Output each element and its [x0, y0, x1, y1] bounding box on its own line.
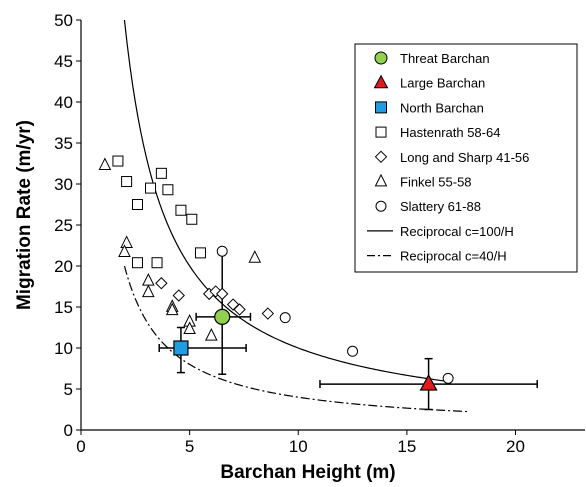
data-point: [183, 321, 196, 335]
point-layer: [98, 155, 454, 391]
curve-reciprocal-c-40-h: [123, 265, 468, 413]
data-point: [118, 244, 131, 257]
legend-label: Finkel 55-58: [400, 175, 472, 190]
legend-box: [354, 43, 578, 273]
data-point: [175, 204, 187, 216]
x-tick-label: 5: [185, 437, 194, 456]
axes: 0 5 10 15 20 0 5 10 15 20 25 30 35 40 45 50 Barchan Heig…: [14, 11, 585, 483]
legend-marker: [375, 101, 387, 114]
curve-layer: [123, 19, 468, 413]
legend-label: Threat Barchan: [400, 51, 490, 66]
data-point: [145, 182, 157, 194]
data-point: [162, 184, 174, 196]
data-point: [214, 308, 231, 325]
data-point: [186, 213, 198, 225]
data-point: [248, 250, 262, 263]
data-point: [442, 372, 454, 384]
y-tick-label: 35: [54, 134, 73, 153]
legend-marker: [374, 150, 388, 164]
legend-label: North Barchan: [400, 100, 484, 115]
data-point: [261, 307, 275, 320]
data-point: [419, 373, 438, 391]
y-tick-label: 0: [64, 421, 73, 440]
data-point: [215, 287, 229, 301]
data-point: [279, 312, 291, 324]
data-point: [120, 235, 133, 248]
legend-label: Reciprocal c=100/H: [400, 224, 514, 239]
y-tick-label: 45: [54, 52, 73, 71]
x-axis-title: Barchan Height (m): [220, 462, 395, 483]
legend-label: Long and Sharp 41-56: [400, 150, 529, 165]
data-point: [121, 176, 133, 188]
y-tick-label: 40: [54, 93, 73, 112]
data-point: [233, 303, 246, 316]
x-tick-label: 10: [289, 437, 308, 456]
data-point: [142, 273, 155, 286]
legend-marker: [374, 173, 388, 187]
curve-reciprocal-c-100-h: [123, 19, 451, 383]
y-tick-label: 30: [54, 175, 73, 194]
data-point: [194, 247, 206, 259]
legend-marker: [375, 200, 387, 212]
data-point: [131, 257, 143, 269]
legend-marker: [373, 74, 389, 89]
x-tick-label: 20: [506, 437, 525, 456]
y-tick-label: 20: [54, 257, 73, 276]
data-point: [155, 277, 168, 290]
data-point: [155, 167, 167, 179]
y-tick-label: 25: [54, 216, 73, 235]
data-point: [98, 157, 112, 171]
legend-label: Reciprocal c=40/H: [400, 249, 507, 264]
y-tick-label: 15: [54, 298, 73, 317]
y-tick-label: 10: [54, 339, 73, 358]
data-point: [165, 302, 179, 316]
data-point: [172, 289, 185, 302]
error-bar-layer: [158, 252, 538, 411]
data-point: [142, 284, 155, 298]
legend-marker: [374, 51, 388, 65]
y-tick-label: 5: [64, 380, 73, 399]
legend: Threat Barchan Large Barchan North Barchan…: [354, 43, 578, 273]
legend-marker: [375, 126, 387, 138]
data-point: [112, 155, 124, 167]
y-tick-label: 50: [54, 11, 73, 30]
data-point: [131, 199, 143, 210]
y-axis-title: Migration Rate (m/yr): [14, 120, 35, 310]
legend-label: Slattery 61-88: [400, 199, 481, 214]
legend-label: Large Barchan: [400, 76, 485, 91]
legend-label: Hastenrath 58-64: [400, 125, 500, 140]
x-tick-label: 0: [76, 437, 85, 456]
data-point: [216, 245, 228, 257]
data-point: [205, 327, 218, 341]
data-point: [347, 345, 359, 357]
x-tick-label: 15: [397, 437, 416, 456]
data-point: [151, 257, 163, 269]
data-point: [173, 340, 189, 356]
